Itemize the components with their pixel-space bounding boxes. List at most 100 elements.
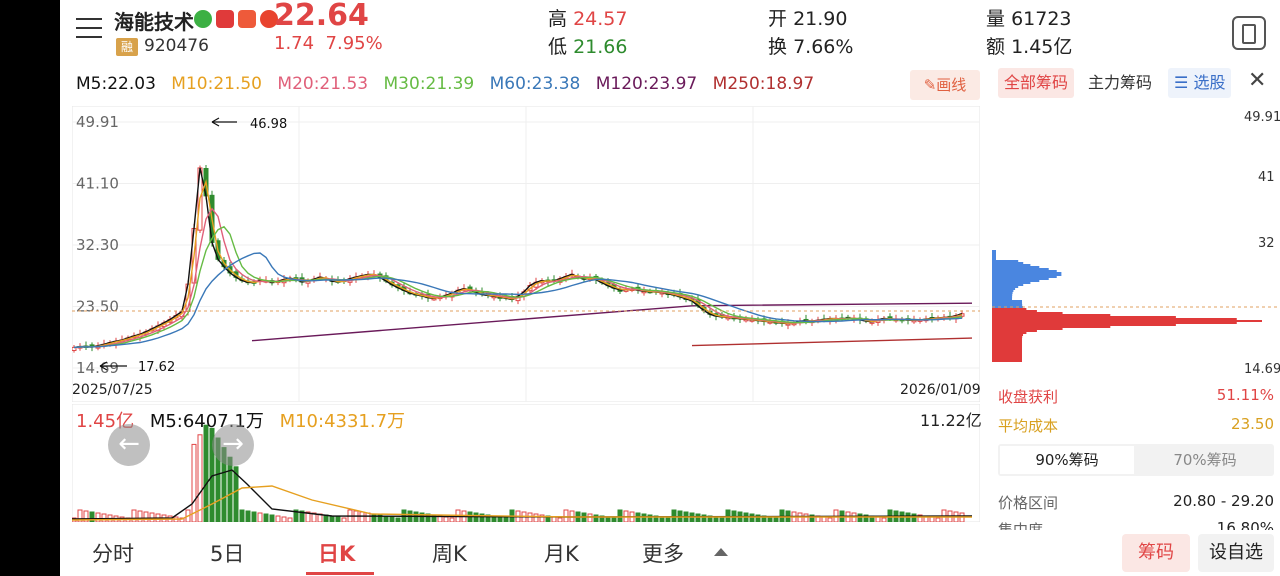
chip-bar	[992, 314, 1111, 316]
volume-bar	[653, 515, 659, 522]
add-watchlist-button[interactable]: 设自选	[1198, 534, 1274, 572]
close-profit-label: 收盘获利	[998, 388, 1059, 406]
tab-all-chips[interactable]: 全部筹码	[998, 68, 1075, 98]
ma250-line	[691, 337, 973, 347]
volume-bar	[233, 466, 239, 522]
volume-bar	[701, 514, 707, 522]
menu-icon[interactable]	[76, 18, 102, 38]
tab-daily-k[interactable]: 日K	[318, 542, 356, 566]
volume-bar	[827, 517, 833, 522]
volume-bar	[143, 511, 149, 522]
chip-bar	[992, 316, 1176, 318]
tab-intraday[interactable]: 分时	[92, 542, 134, 566]
chip-bar	[992, 344, 1022, 346]
chip-bar	[992, 294, 1013, 296]
chip-bar	[992, 328, 1063, 330]
tab-weekly-k[interactable]: 周K	[432, 542, 467, 566]
volume-bar	[395, 517, 401, 522]
volume-bar	[371, 513, 377, 522]
draw-line-button[interactable]: ✎画线	[910, 70, 980, 100]
chip-percent-tabs: 90%筹码 70%筹码	[998, 444, 1274, 476]
amount-value: 1.45亿	[1011, 36, 1073, 58]
chip-bar	[992, 336, 1023, 338]
chip-bar	[992, 334, 1024, 336]
volume-bar	[335, 516, 341, 522]
volume-max: 11.22亿	[920, 411, 982, 430]
tab-main-chips[interactable]: 主力筹码	[1088, 73, 1153, 92]
volume-bar	[599, 515, 605, 522]
tab-90-percent[interactable]: 90%筹码	[1000, 446, 1134, 474]
volume-bar	[257, 512, 263, 522]
volume-bar	[203, 424, 209, 522]
volume-bar	[299, 510, 305, 522]
stock-name: 海能技术	[114, 10, 194, 34]
caret-up-icon[interactable]	[714, 548, 728, 556]
chip-axis-41: 41	[1258, 170, 1275, 185]
volume-bar	[293, 509, 299, 522]
volume-bar	[359, 511, 365, 522]
chip-bar	[992, 342, 1023, 344]
close-profit-value: 51.11%	[1216, 386, 1274, 404]
chip-bar	[992, 298, 1013, 300]
chip-bar	[992, 326, 1111, 328]
volume-bar	[911, 513, 917, 522]
volume-bar	[749, 513, 755, 522]
wechat-icon[interactable]	[194, 10, 212, 28]
chip-axis-32: 32	[1258, 236, 1275, 251]
chip-bar	[992, 254, 996, 256]
close-icon[interactable]: ✕	[1248, 68, 1267, 93]
volume-bar	[917, 514, 923, 522]
volume-bar	[329, 515, 335, 522]
high-marker-label: 46.98	[250, 117, 287, 132]
low-marker-label: 17.62	[138, 360, 175, 375]
tab-5day[interactable]: 5日	[210, 542, 245, 566]
scroll-left-icon[interactable]: ←	[108, 424, 150, 466]
volume-bar	[443, 516, 449, 522]
scroll-right-icon[interactable]: →	[212, 424, 254, 466]
chip-bar	[992, 276, 1057, 278]
tab-more[interactable]: 更多	[642, 542, 684, 566]
chip-bar	[992, 296, 1013, 298]
volume-bar	[695, 513, 701, 522]
volume-bar	[77, 509, 83, 522]
high-value: 24.57	[573, 8, 628, 30]
tab-monthly-k[interactable]: 月K	[544, 542, 579, 566]
volume-bar	[83, 510, 89, 522]
low-price: 低 21.66	[548, 32, 627, 59]
volume-bar	[557, 517, 563, 522]
toutiao-icon[interactable]	[216, 10, 234, 28]
margin-badge: 融	[116, 38, 138, 56]
volume-bar	[803, 513, 809, 522]
volume-bar	[473, 512, 479, 522]
weibo-icon[interactable]	[260, 10, 278, 28]
low-label: 低	[548, 36, 568, 58]
volume-bar	[191, 443, 197, 522]
volume-bar	[131, 509, 137, 522]
volume-bar	[275, 515, 281, 522]
chips-button[interactable]: 筹码	[1122, 534, 1190, 572]
share-icons	[194, 10, 278, 28]
volume-bar	[305, 511, 311, 522]
kline-chart[interactable]: 49.91 41.10 32.30 23.50 14.69 46.98 17.62	[72, 106, 980, 402]
chip-bar	[992, 358, 1022, 360]
volume-bar	[563, 509, 569, 522]
y-tick-label: 41.10	[76, 175, 119, 193]
open-value: 21.90	[793, 8, 848, 30]
volume-bar	[419, 512, 425, 522]
volume-label: 量	[986, 8, 1006, 30]
red-app-icon[interactable]	[238, 10, 256, 28]
volume-bar	[137, 510, 143, 522]
tab-select-stock[interactable]: ☰ 选股	[1168, 68, 1232, 98]
chip-bar	[992, 340, 1023, 342]
price-change: 1.74 7.95%	[274, 33, 383, 54]
chip-bar	[992, 304, 1023, 306]
volume-bar	[377, 514, 383, 522]
tab-70-percent[interactable]: 70%筹码	[1173, 451, 1237, 469]
volume-bar	[659, 516, 665, 522]
rotate-screen-icon[interactable]	[1232, 16, 1266, 50]
ma120-line	[251, 302, 973, 342]
turnover-label: 换	[768, 36, 788, 58]
low-marker: 17.62	[99, 360, 175, 375]
volume-bar	[881, 517, 887, 522]
open-label: 开	[768, 8, 788, 30]
